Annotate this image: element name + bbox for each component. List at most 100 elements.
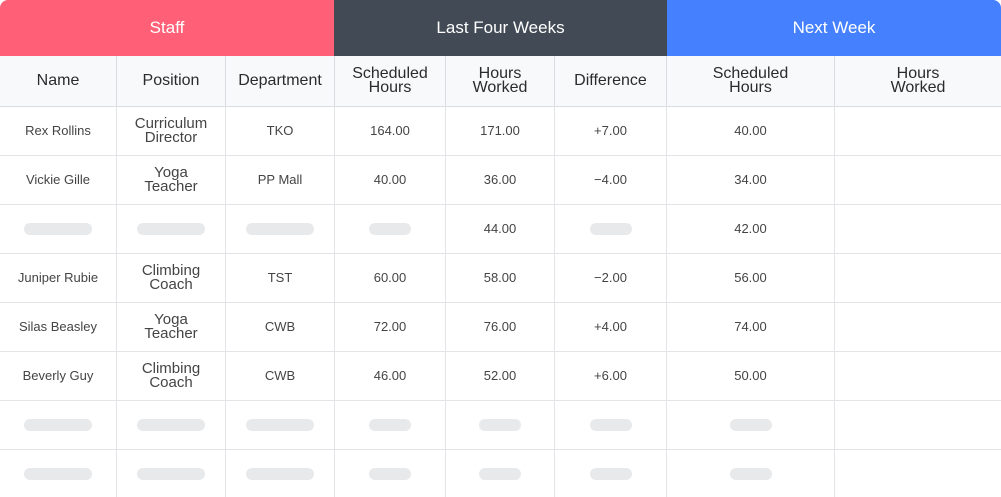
column-header-position[interactable]: Position bbox=[117, 56, 226, 106]
cell-value: Silas Beasley bbox=[18, 318, 98, 334]
column-header-label: Department bbox=[238, 72, 322, 89]
cell-department: TKO bbox=[226, 106, 335, 155]
table-row[interactable]: Beverly Guy Climbing Coach CWB 46.00 52.00 +6… bbox=[0, 351, 1001, 401]
cell-worked-next bbox=[835, 253, 1001, 302]
column-header-row: Name Position Department Scheduled Hours Hou… bbox=[0, 56, 1001, 107]
table-row[interactable] bbox=[0, 449, 1001, 497]
cell-value: 46.00 bbox=[373, 367, 407, 383]
cell-value: +4.00 bbox=[594, 318, 627, 334]
cell-worked-next bbox=[835, 204, 1001, 253]
cell-sched-next: 40.00 bbox=[667, 106, 835, 155]
cell-value: 52.00 bbox=[483, 367, 517, 383]
cell-department: PP Mall bbox=[226, 155, 335, 204]
cell-value: Beverly Guy bbox=[22, 367, 94, 383]
cell-position: Climbing Coach bbox=[117, 351, 226, 400]
loading-placeholder bbox=[24, 467, 92, 480]
cell-value: −2.00 bbox=[594, 269, 627, 285]
loading-placeholder bbox=[246, 418, 314, 431]
cell-sched-next: 42.00 bbox=[667, 204, 835, 253]
cell-value: 42.00 bbox=[734, 220, 767, 236]
cell-sched-next bbox=[667, 449, 835, 497]
cell-worked-last: 36.00 bbox=[446, 155, 555, 204]
cell-position bbox=[117, 400, 226, 449]
column-header-label: Difference bbox=[574, 72, 647, 89]
group-header-label: Next Week bbox=[792, 18, 876, 37]
cell-department bbox=[226, 400, 335, 449]
loading-placeholder bbox=[369, 418, 411, 431]
cell-value: TKO bbox=[266, 122, 294, 138]
cell-value: Yoga Teacher bbox=[144, 163, 198, 195]
loading-placeholder bbox=[729, 418, 772, 431]
column-header-label: Scheduled Hours bbox=[352, 65, 428, 96]
cell-value: 40.00 bbox=[373, 171, 407, 187]
table-row[interactable]: Rex Rollins Curriculum Director TKO 164.00 1… bbox=[0, 106, 1001, 156]
column-header-worked-next[interactable]: Hours Worked bbox=[835, 56, 1001, 106]
group-header-next-week: Next Week bbox=[667, 0, 1001, 56]
cell-worked-last: 52.00 bbox=[446, 351, 555, 400]
cell-value: 44.00 bbox=[483, 220, 517, 236]
cell-value: 34.00 bbox=[734, 171, 767, 187]
cell-value: CWB bbox=[264, 318, 296, 334]
loading-placeholder bbox=[729, 467, 772, 480]
cell-value: 58.00 bbox=[483, 269, 517, 285]
cell-value: 36.00 bbox=[483, 171, 517, 187]
table-row[interactable] bbox=[0, 400, 1001, 450]
cell-sched-last: 164.00 bbox=[335, 106, 446, 155]
loading-placeholder bbox=[369, 467, 411, 480]
column-header-name[interactable]: Name bbox=[0, 56, 117, 106]
cell-value: Curriculum Director bbox=[134, 114, 208, 146]
cell-position bbox=[117, 449, 226, 497]
loading-placeholder bbox=[137, 222, 205, 235]
cell-difference: +6.00 bbox=[555, 351, 667, 400]
column-header-sched-next[interactable]: Scheduled Hours bbox=[667, 56, 835, 106]
table-row[interactable]: Juniper Rubie Climbing Coach TST 60.00 58.00… bbox=[0, 253, 1001, 303]
column-header-label: Position bbox=[142, 72, 200, 89]
cell-difference: −2.00 bbox=[555, 253, 667, 302]
cell-sched-last bbox=[335, 204, 446, 253]
cell-name: Juniper Rubie bbox=[0, 253, 117, 302]
cell-position: Curriculum Director bbox=[117, 106, 226, 155]
column-header-worked-last[interactable]: Hours Worked bbox=[446, 56, 555, 106]
cell-name: Rex Rollins bbox=[0, 106, 117, 155]
loading-placeholder bbox=[137, 418, 205, 431]
cell-name: Vickie Gille bbox=[0, 155, 117, 204]
cell-position bbox=[117, 204, 226, 253]
cell-difference bbox=[555, 204, 667, 253]
table-row[interactable]: Silas Beasley Yoga Teacher CWB 72.00 76.00 +4… bbox=[0, 302, 1001, 352]
loading-placeholder bbox=[369, 222, 411, 235]
cell-value: PP Mall bbox=[257, 171, 303, 187]
column-header-department[interactable]: Department bbox=[226, 56, 335, 106]
cell-sched-last bbox=[335, 449, 446, 497]
cell-worked-last bbox=[446, 449, 555, 497]
group-header-last-four-weeks: Last Four Weeks bbox=[334, 0, 667, 56]
column-header-sched-last[interactable]: Scheduled Hours bbox=[335, 56, 446, 106]
loading-placeholder bbox=[137, 467, 205, 480]
cell-worked-last: 44.00 bbox=[446, 204, 555, 253]
table-row[interactable]: 44.00 42.00 bbox=[0, 204, 1001, 254]
loading-placeholder bbox=[589, 222, 632, 235]
column-header-label: Hours Worked bbox=[472, 65, 528, 96]
loading-placeholder bbox=[246, 467, 314, 480]
cell-value: CWB bbox=[264, 367, 296, 383]
cell-sched-last bbox=[335, 400, 446, 449]
cell-value: Vickie Gille bbox=[25, 171, 91, 187]
cell-sched-next: 74.00 bbox=[667, 302, 835, 351]
cell-value: 50.00 bbox=[734, 367, 767, 383]
cell-sched-next bbox=[667, 400, 835, 449]
cell-value: Climbing Coach bbox=[141, 359, 201, 391]
cell-difference bbox=[555, 400, 667, 449]
cell-difference: −4.00 bbox=[555, 155, 667, 204]
cell-position: Yoga Teacher bbox=[117, 302, 226, 351]
cell-worked-next bbox=[835, 106, 1001, 155]
cell-value: 76.00 bbox=[483, 318, 517, 334]
cell-sched-last: 72.00 bbox=[335, 302, 446, 351]
cell-department: CWB bbox=[226, 302, 335, 351]
cell-worked-last: 76.00 bbox=[446, 302, 555, 351]
table-row[interactable]: Vickie Gille Yoga Teacher PP Mall 40.00 36.0… bbox=[0, 155, 1001, 205]
cell-sched-last: 46.00 bbox=[335, 351, 446, 400]
column-header-difference[interactable]: Difference bbox=[555, 56, 667, 106]
column-header-label: Hours Worked bbox=[890, 65, 946, 96]
cell-sched-next: 56.00 bbox=[667, 253, 835, 302]
cell-value: 164.00 bbox=[370, 122, 410, 138]
